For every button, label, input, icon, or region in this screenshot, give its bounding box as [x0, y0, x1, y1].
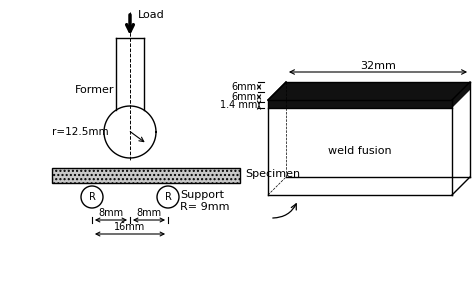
Text: Former: Former	[75, 85, 115, 95]
Polygon shape	[268, 82, 470, 100]
Text: R= 9mm: R= 9mm	[180, 202, 229, 212]
Text: Specimen: Specimen	[245, 169, 300, 179]
Text: R: R	[89, 192, 95, 202]
Text: 16mm: 16mm	[114, 222, 146, 232]
Text: 1.4 mm: 1.4 mm	[219, 100, 257, 110]
Text: 32mm: 32mm	[360, 61, 396, 71]
Text: Support: Support	[180, 190, 224, 200]
Text: Load: Load	[138, 10, 165, 20]
Text: weld fusion: weld fusion	[328, 147, 392, 156]
Text: 8mm: 8mm	[137, 208, 162, 218]
Text: r=12.5mm: r=12.5mm	[52, 127, 109, 137]
Text: 8mm: 8mm	[99, 208, 124, 218]
Bar	[52, 168, 240, 183]
Polygon shape	[268, 82, 470, 100]
Text: 6mm: 6mm	[232, 82, 257, 92]
Text: 6mm: 6mm	[232, 92, 257, 102]
Polygon shape	[452, 82, 470, 108]
Polygon shape	[452, 82, 470, 195]
Text: R: R	[164, 192, 172, 202]
Bar	[268, 100, 452, 108]
Polygon shape	[268, 100, 452, 195]
